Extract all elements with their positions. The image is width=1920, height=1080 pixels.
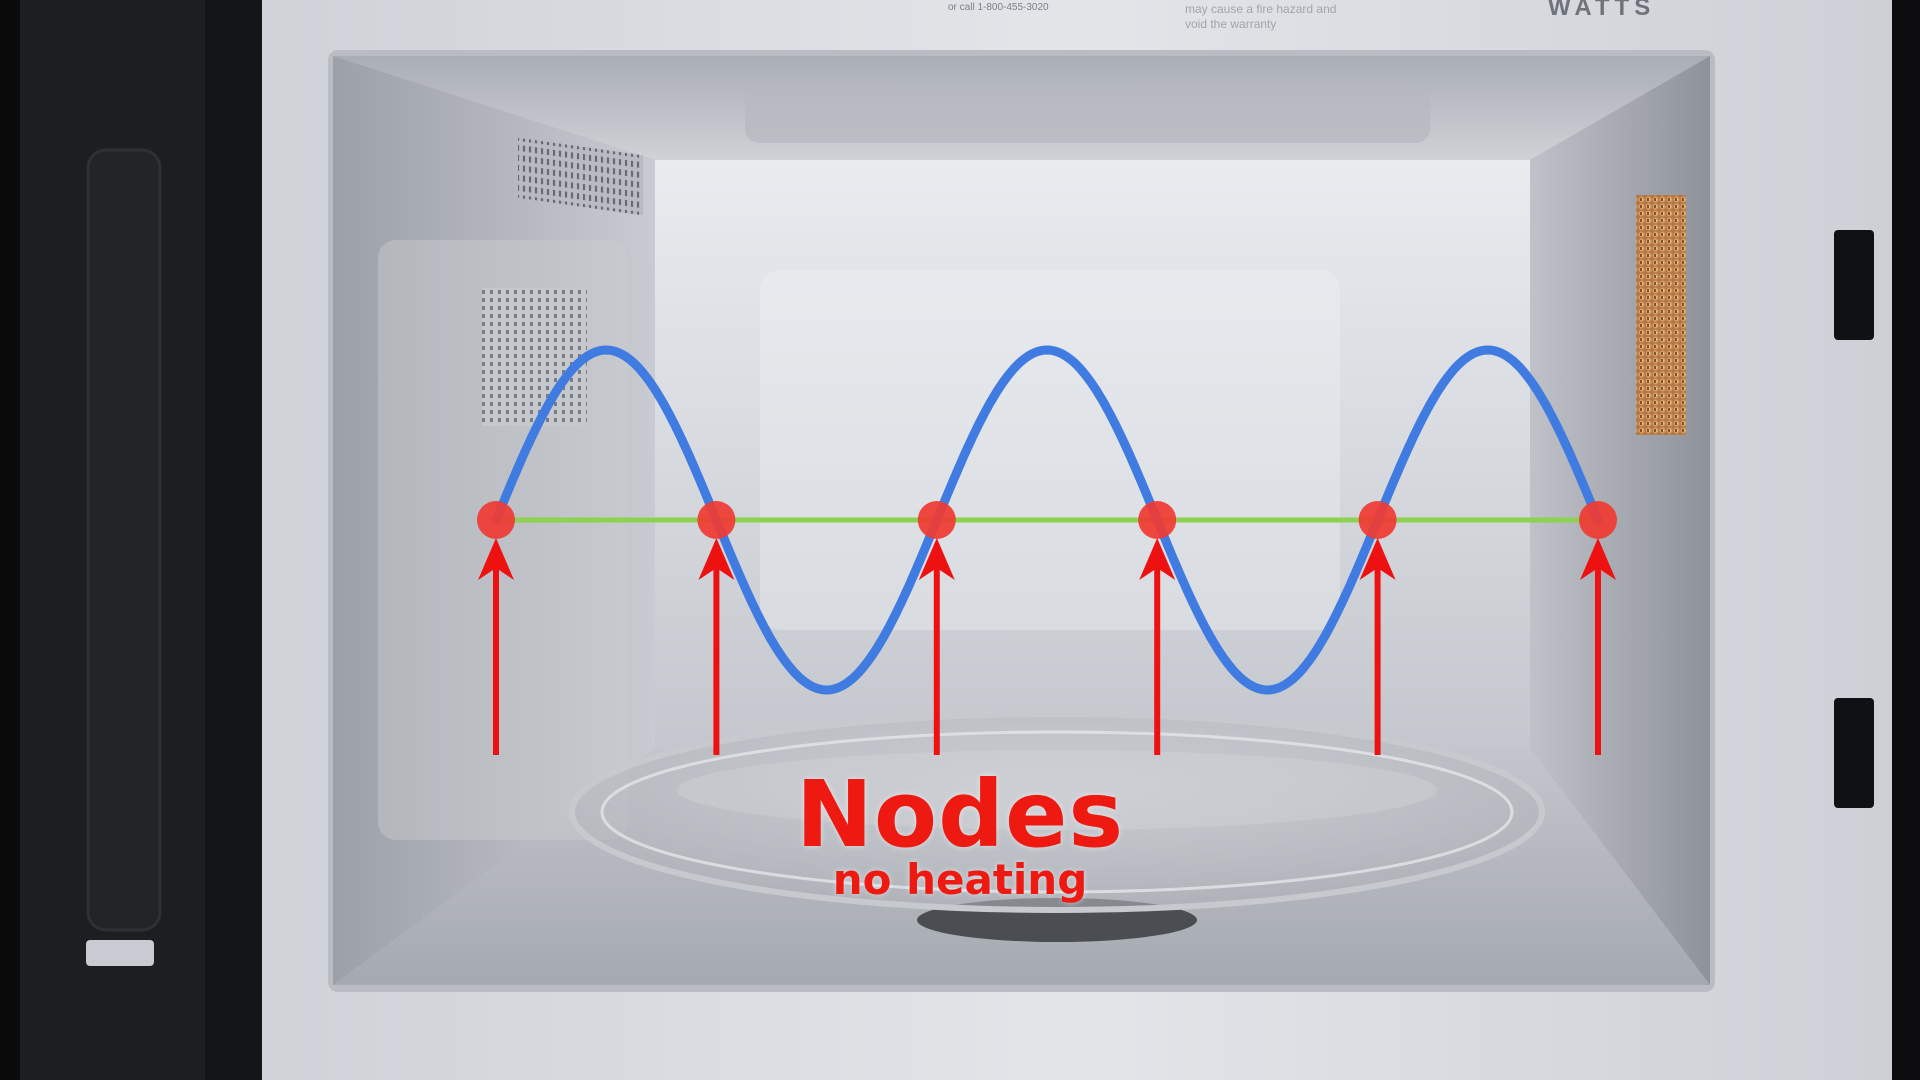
- node-arrow-head: [918, 538, 955, 580]
- node-arrow-head: [478, 538, 514, 580]
- latch-slot-top: [1834, 230, 1874, 340]
- node-marker: [697, 501, 736, 539]
- ceiling-vent: [518, 137, 643, 216]
- warning-sticker: may cause a fire hazard and void the war…: [1185, 2, 1336, 32]
- node-markers: [477, 501, 1617, 755]
- node-arrow-head: [1580, 538, 1616, 580]
- standing-wave-curve: [491, 345, 1603, 695]
- caption-subtitle: no heating: [832, 855, 1088, 904]
- warning-line-2: void the warranty: [1185, 17, 1277, 31]
- caption-title: Nodes: [795, 761, 1125, 868]
- node-arrow-head: [698, 538, 735, 580]
- warning-line-1: may cause a fire hazard and: [1185, 2, 1337, 16]
- node-marker: [477, 501, 515, 539]
- microwave-door: [0, 0, 265, 1080]
- standing-wave-diagram: [477, 345, 1617, 755]
- node-marker: [1579, 501, 1617, 539]
- glass-turntable: [569, 711, 1545, 942]
- node-marker: [917, 501, 956, 539]
- node-arrow-head: [1359, 538, 1396, 580]
- power-rating-label: WATTS: [1548, 0, 1656, 21]
- oven-lamp-grille: [1636, 195, 1686, 435]
- left-wall-vent: [482, 288, 587, 426]
- cavity-back-wall: [655, 160, 1530, 748]
- node-arrow-head: [1139, 538, 1176, 580]
- node-marker: [1138, 501, 1177, 539]
- door-latch: [86, 940, 154, 966]
- node-marker: [1358, 501, 1397, 539]
- latch-slot-bottom: [1834, 698, 1874, 808]
- sticker-phone-text: or call 1-800-455-3020: [948, 2, 1049, 13]
